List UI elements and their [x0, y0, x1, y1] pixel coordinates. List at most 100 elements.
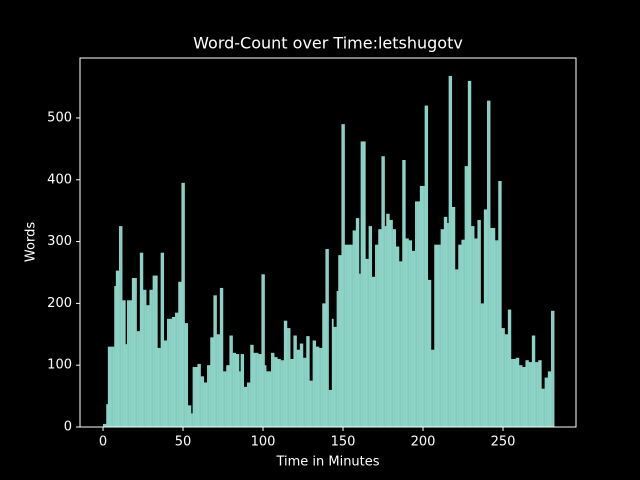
bar: [483, 209, 486, 427]
bar: [378, 229, 381, 427]
bar: [279, 359, 281, 427]
bar: [539, 360, 542, 427]
bar: [381, 156, 384, 428]
bar: [155, 275, 158, 427]
bar: [445, 216, 448, 427]
bar: [200, 376, 203, 427]
bar: [402, 159, 405, 427]
bar: [325, 248, 328, 427]
bar: [122, 300, 125, 427]
bar: [546, 377, 549, 427]
bar: [104, 423, 107, 427]
bar: [242, 354, 245, 427]
bar: [499, 181, 502, 427]
bar: [184, 323, 187, 427]
x-tick-label: 0: [99, 435, 107, 450]
bar: [131, 278, 134, 427]
bar: [322, 303, 325, 427]
bar: [375, 244, 377, 427]
bar: [218, 334, 221, 427]
bar: [511, 359, 513, 427]
bar: [459, 244, 462, 427]
bar: [338, 255, 341, 427]
bar: [543, 388, 545, 427]
bar: [253, 352, 256, 427]
bar: [211, 337, 214, 427]
bar: [370, 226, 373, 427]
bar: [349, 244, 352, 427]
bar: [125, 344, 128, 427]
bar: [315, 346, 318, 427]
bar: [461, 239, 464, 427]
bar: [426, 105, 429, 428]
bar: [303, 357, 305, 427]
bar: [335, 326, 337, 427]
bar: [327, 248, 329, 427]
bar: [541, 388, 544, 427]
bar: [408, 240, 411, 427]
bar: [440, 229, 443, 427]
y-tick-label: 200: [47, 296, 72, 311]
bar: [287, 328, 289, 427]
bar: [355, 218, 358, 427]
bar: [186, 323, 189, 427]
bar: [514, 359, 517, 427]
bar: [195, 367, 198, 427]
bar: [351, 244, 353, 427]
bar: [536, 362, 539, 427]
bar: [413, 250, 416, 427]
bar: [245, 386, 248, 427]
bar: [359, 273, 361, 427]
bar: [485, 209, 488, 427]
bar: [515, 357, 518, 427]
bar: [517, 357, 520, 427]
bar: [437, 244, 440, 427]
bar: [320, 347, 323, 427]
bar: [175, 312, 177, 427]
bar: [256, 352, 259, 427]
bar: [221, 287, 224, 427]
bar: [339, 255, 342, 427]
bar: [141, 252, 144, 427]
bar: [427, 279, 430, 427]
bar: [443, 216, 446, 427]
bar: [250, 344, 253, 427]
x-tick-label: 200: [411, 435, 436, 450]
bar: [247, 382, 249, 427]
bar: [280, 360, 283, 427]
y-tick-label: 300: [47, 234, 72, 249]
bar: [183, 182, 185, 427]
bar: [360, 141, 363, 428]
bar: [392, 229, 395, 427]
bar: [199, 363, 201, 427]
bar: [490, 227, 493, 427]
bar: [136, 331, 139, 427]
bar: [274, 357, 277, 427]
bar: [149, 289, 152, 427]
bar: [455, 269, 457, 427]
bar: [474, 238, 477, 427]
bar: [309, 380, 312, 427]
bar: [205, 382, 208, 427]
bar: [178, 281, 181, 427]
bar: [120, 226, 123, 427]
bar: [235, 354, 238, 427]
bar: [357, 218, 360, 427]
bar: [202, 376, 205, 427]
bar: [307, 336, 310, 427]
bar: [248, 382, 251, 427]
bar: [117, 270, 120, 427]
x-tick-label: 100: [251, 435, 276, 450]
bar: [171, 316, 174, 427]
bar: [139, 252, 142, 427]
bar: [530, 362, 533, 427]
bar: [379, 229, 382, 427]
bar: [331, 318, 334, 427]
y-tick-label: 0: [64, 420, 72, 435]
bar: [442, 229, 445, 427]
bar: [162, 252, 165, 427]
bar: [463, 239, 465, 427]
bar: [525, 360, 528, 427]
bar: [346, 244, 349, 427]
bar: [416, 201, 419, 427]
